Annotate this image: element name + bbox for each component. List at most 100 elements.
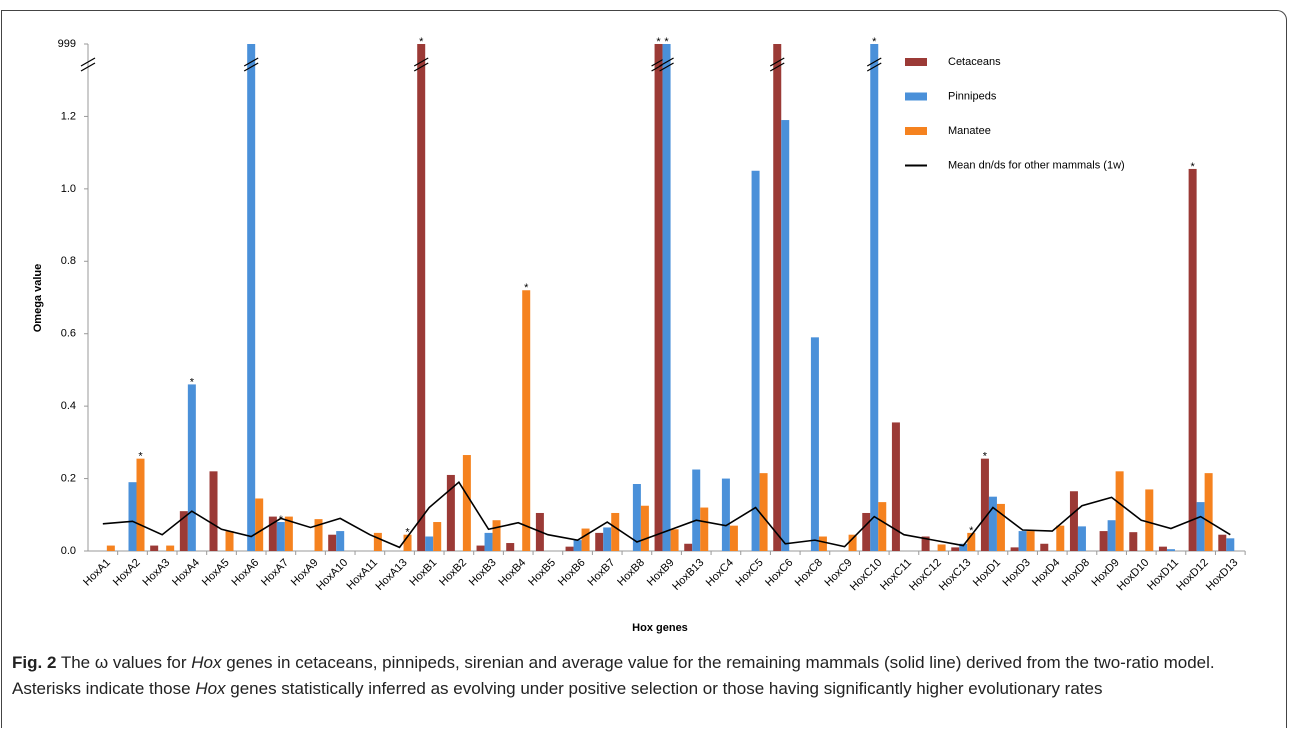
bar-break — [659, 57, 674, 67]
bar — [187, 384, 196, 551]
x-tick-label: HoxD4 — [1030, 557, 1062, 589]
bar — [937, 544, 946, 551]
bar — [662, 44, 671, 551]
x-tick-label: HoxB6 — [556, 557, 588, 589]
bar — [1099, 531, 1108, 551]
x-tick-label: HoxB3 — [467, 557, 499, 589]
bar — [247, 44, 256, 551]
bar — [1056, 525, 1065, 551]
y-tick-label: 1.0 — [61, 183, 76, 195]
bar — [870, 44, 879, 551]
x-tick-label: HoxC13 — [937, 557, 974, 594]
bar — [1196, 502, 1205, 551]
asterisk: * — [1190, 161, 1195, 173]
x-tick-label: HoxC8 — [793, 557, 825, 589]
asterisk: * — [969, 525, 974, 537]
y-tick-label: 0.6 — [61, 328, 76, 340]
bar — [373, 532, 382, 551]
legend-label: Cetaceans — [948, 56, 1001, 68]
legend-label: Pinnipeds — [948, 90, 997, 102]
bar-break — [413, 62, 429, 72]
bar — [951, 547, 960, 551]
bar — [848, 534, 857, 551]
asterisk: * — [664, 36, 669, 48]
bar — [810, 337, 819, 551]
bar — [1077, 526, 1086, 551]
x-tick-label: HoxB1 — [408, 557, 440, 589]
bar-break — [659, 62, 674, 72]
x-tick-label: HoxC10 — [848, 557, 885, 594]
asterisk: * — [138, 451, 143, 463]
bar — [1218, 534, 1227, 551]
caption: Fig. 2 The ω values for Hox genes in cet… — [12, 650, 1277, 702]
bar — [1145, 489, 1154, 551]
x-tick-label: HoxC12 — [907, 557, 944, 594]
asterisk: * — [983, 451, 988, 463]
bar — [484, 532, 493, 551]
bar — [425, 536, 434, 551]
bar — [1107, 520, 1116, 551]
y-axis-title: Omega value — [32, 264, 44, 332]
bar — [1069, 491, 1078, 551]
x-tick-label: HoxA4 — [170, 557, 202, 589]
x-tick-label: HoxD13 — [1204, 557, 1241, 594]
x-tick-label: HoxA1 — [81, 557, 113, 589]
x-tick-label: HoxA10 — [314, 557, 350, 593]
y-tick-label: 0.4 — [61, 400, 76, 412]
bar — [166, 545, 175, 551]
asterisk: * — [405, 527, 410, 539]
legend-swatch — [905, 127, 927, 135]
bar — [581, 528, 590, 551]
bar — [729, 525, 738, 551]
bar-break — [866, 62, 882, 72]
caption-text: genes in cetaceans, pinnipeds, sirenian … — [12, 653, 1215, 698]
x-tick-label: HoxC4 — [704, 557, 736, 589]
x-tick-label: HoxC6 — [763, 557, 795, 589]
x-tick-label: HoxA5 — [200, 557, 232, 589]
bar — [692, 469, 701, 551]
caption-text: The ω values for — [60, 653, 192, 672]
bar — [284, 516, 293, 551]
bar — [573, 540, 582, 551]
bar — [136, 458, 145, 551]
bar — [255, 498, 264, 551]
asterisk: * — [279, 514, 284, 526]
bar — [611, 512, 620, 551]
bar — [328, 534, 337, 551]
x-axis-title: Hox genes — [632, 622, 688, 634]
bar — [179, 511, 188, 551]
x-tick-label: HoxC5 — [733, 557, 765, 589]
x-tick-label: HoxB13 — [670, 557, 706, 593]
asterisk: * — [524, 282, 529, 294]
bar — [106, 545, 115, 551]
bar — [862, 512, 871, 551]
bar-break — [769, 57, 785, 67]
bar — [980, 458, 989, 551]
bar — [721, 478, 730, 551]
x-tick-label: HoxB5 — [526, 557, 558, 589]
x-tick-label: HoxB8 — [615, 557, 647, 589]
x-tick-label: HoxA11 — [344, 557, 380, 593]
bar — [336, 531, 345, 551]
bar — [921, 536, 930, 551]
bar — [878, 502, 887, 551]
bar — [632, 484, 641, 551]
caption-label: Fig. 2 — [12, 653, 57, 672]
caption-italic: Hox — [195, 679, 226, 698]
x-tick-label: HoxA3 — [141, 557, 173, 589]
figure-frame — [1, 10, 1287, 728]
bar — [1115, 471, 1124, 551]
bar — [446, 474, 455, 551]
x-tick-label: HoxD8 — [1060, 557, 1092, 589]
bar — [818, 536, 827, 551]
bar-break — [769, 62, 785, 72]
asterisk: * — [656, 36, 661, 48]
bar — [1018, 531, 1027, 551]
legend-label: Manatee — [948, 125, 991, 137]
bar — [654, 44, 663, 551]
bar-break — [243, 62, 259, 72]
asterisk: * — [872, 36, 877, 48]
bar — [506, 543, 515, 551]
bar — [522, 290, 531, 551]
